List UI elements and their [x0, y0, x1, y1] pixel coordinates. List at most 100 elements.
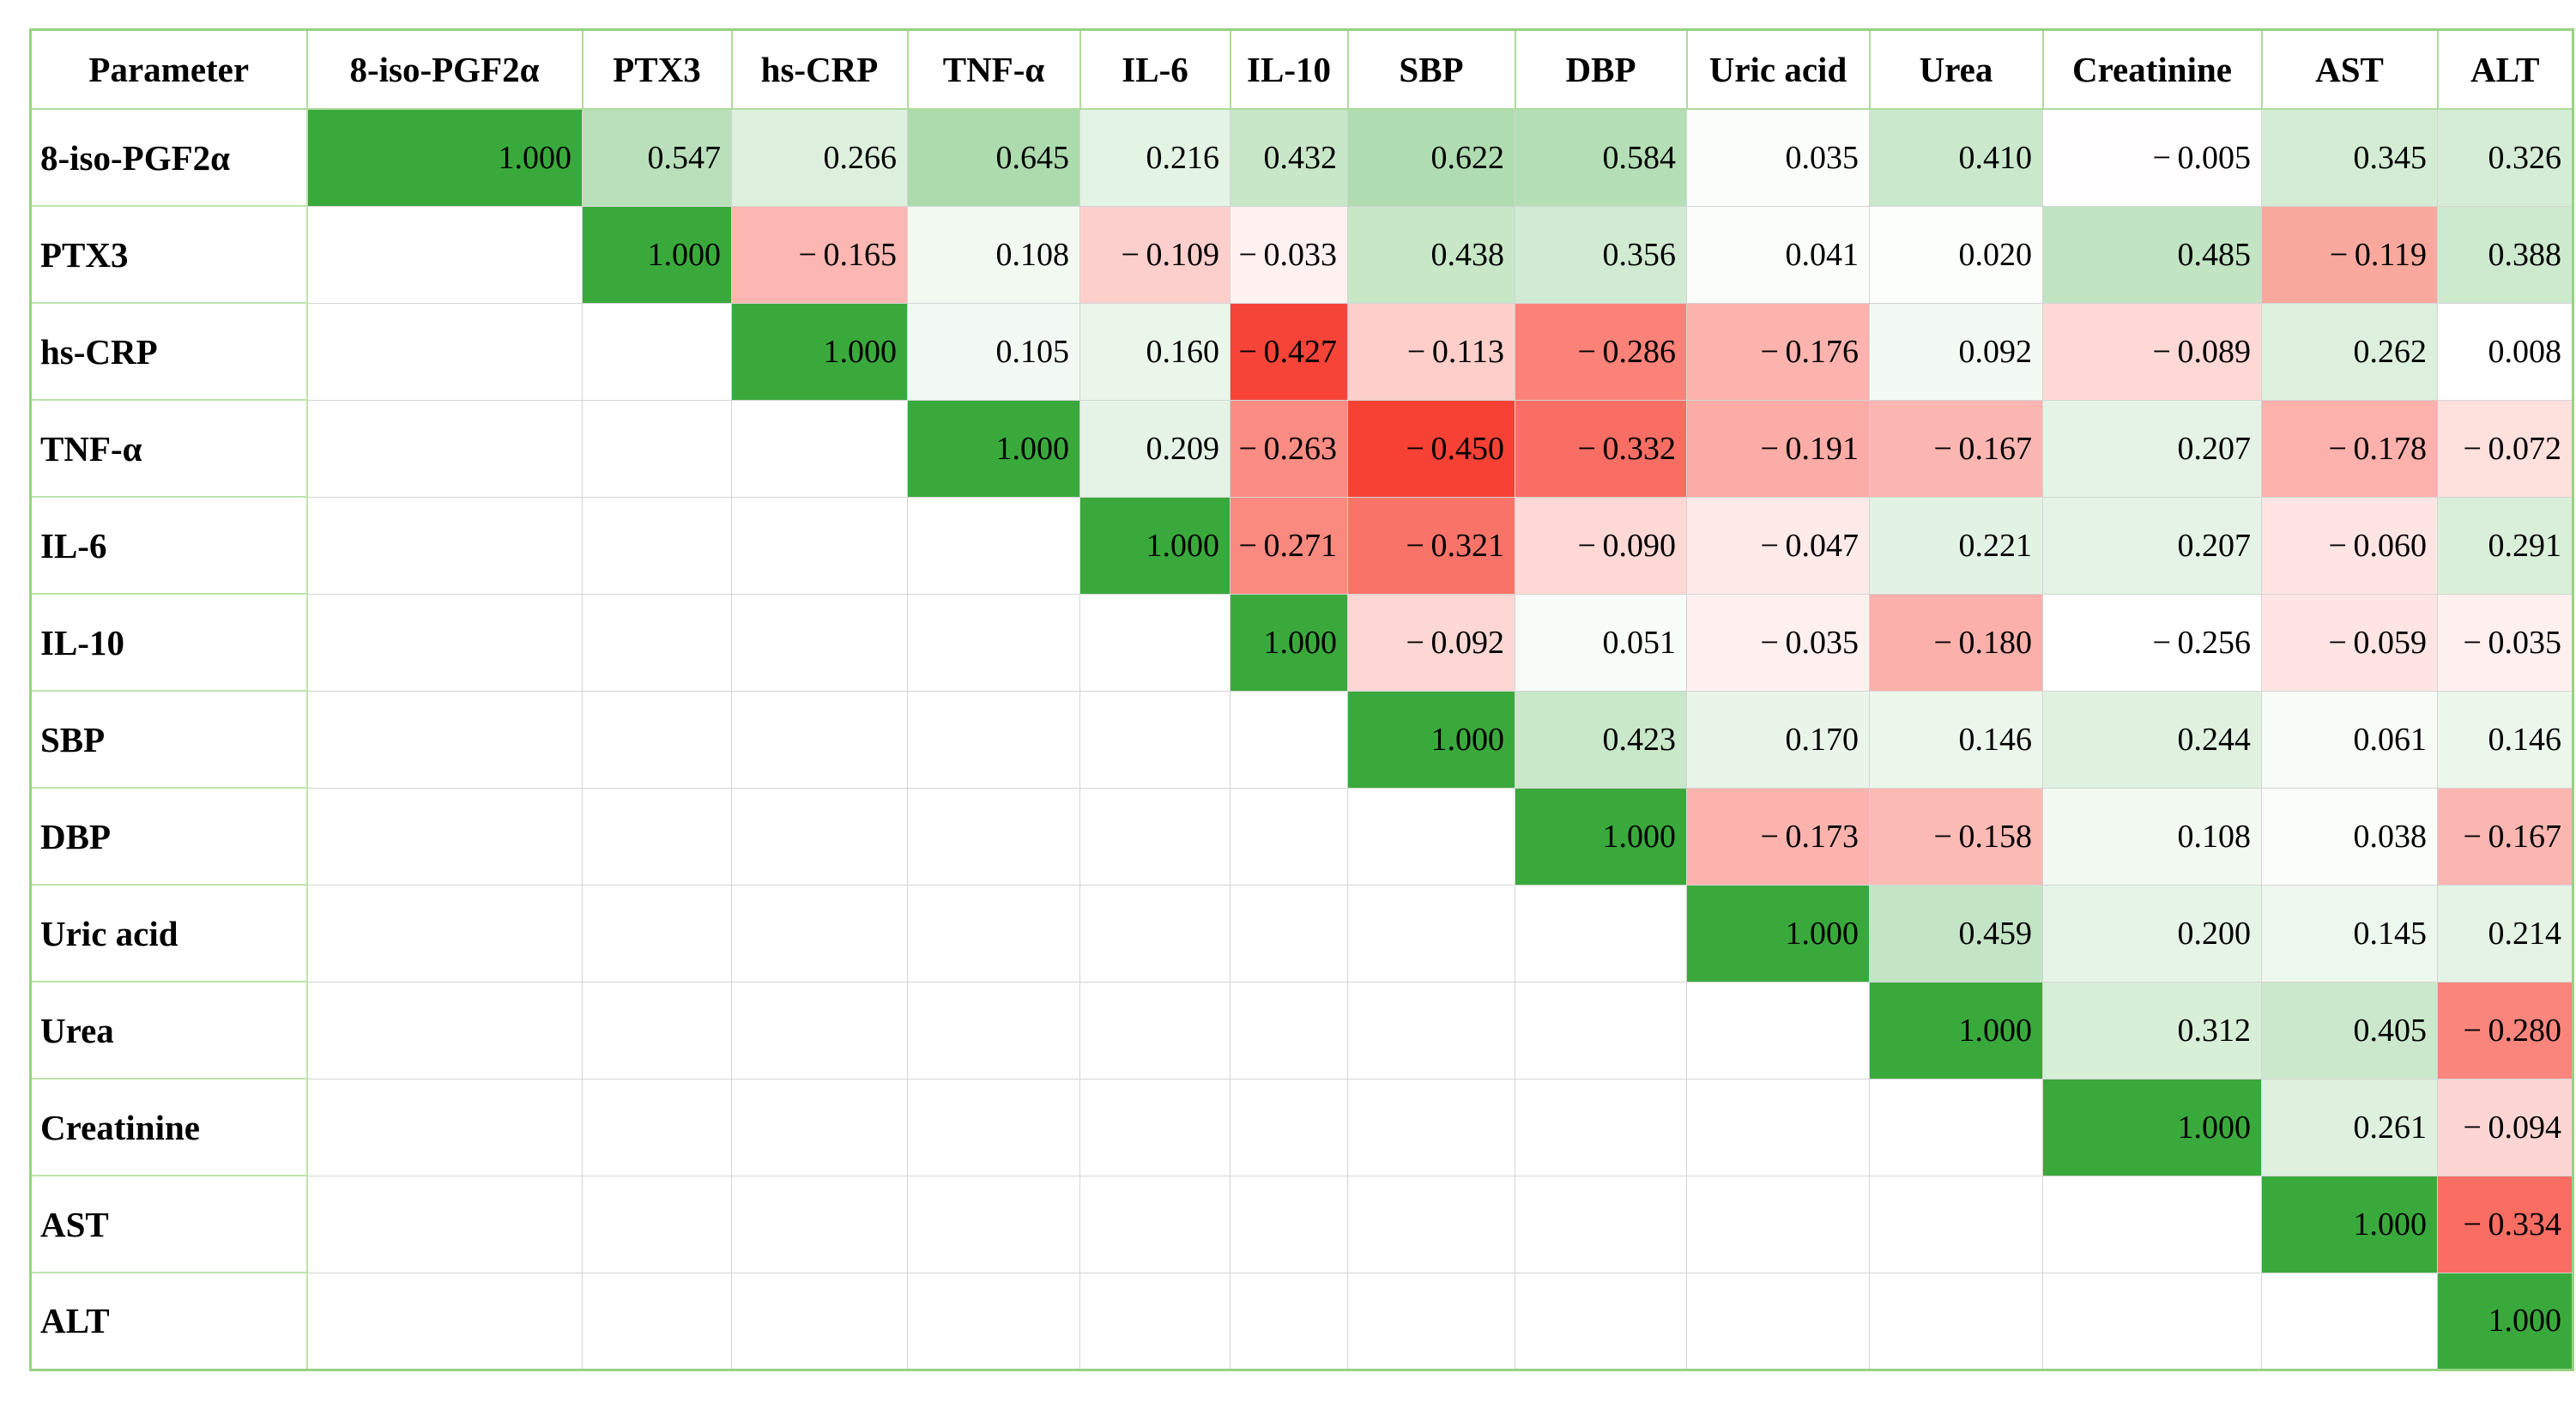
matrix-cell-3-5: − 0.263	[1230, 399, 1348, 498]
matrix-cell-2-0	[306, 302, 583, 401]
matrix-cell-3-10: 0.207	[2042, 399, 2262, 498]
matrix-row-9: Urea 1.000 0.312 0.405− 0.280	[29, 981, 2573, 1079]
matrix-cell-4-9: 0.221	[1869, 496, 2043, 595]
matrix-cell-5-4	[1079, 593, 1231, 692]
row-label-4: IL-6	[29, 496, 308, 595]
matrix-cell-11-12: − 0.334	[2437, 1175, 2573, 1273]
matrix-cell-4-5: − 0.271	[1230, 496, 1348, 595]
matrix-cell-11-8	[1686, 1175, 1870, 1273]
matrix-row-12: ALT 1.000	[29, 1272, 2573, 1370]
matrix-cell-10-11: 0.261	[2261, 1078, 2438, 1176]
matrix-cell-2-12: 0.008	[2437, 302, 2573, 401]
matrix-cell-1-3: 0.108	[907, 205, 1080, 304]
matrix-cell-3-8: − 0.191	[1686, 399, 1870, 498]
matrix-cell-8-8: 1.000	[1686, 884, 1870, 983]
matrix-cell-8-4	[1079, 884, 1231, 983]
matrix-cell-3-6: − 0.450	[1347, 399, 1515, 498]
matrix-cell-0-11: 0.345	[2261, 108, 2438, 207]
matrix-cell-10-4	[1079, 1078, 1231, 1176]
matrix-cell-1-4: − 0.109	[1079, 205, 1231, 304]
matrix-cell-9-5	[1230, 981, 1348, 1079]
matrix-cell-6-6: 1.000	[1347, 690, 1515, 789]
matrix-cell-12-5	[1230, 1272, 1348, 1370]
matrix-cell-12-11	[2261, 1272, 2438, 1370]
matrix-cell-1-11: − 0.119	[2261, 205, 2438, 304]
matrix-cell-5-10: − 0.256	[2042, 593, 2262, 692]
matrix-cell-10-9	[1869, 1078, 2043, 1176]
column-header-7: DBP	[1514, 28, 1688, 110]
matrix-row-0: 8-iso-PGF2α 1.000 0.547 0.266 0.645 0.216 0.43…	[29, 108, 2573, 207]
matrix-cell-12-4	[1079, 1272, 1231, 1370]
matrix-cell-5-9: − 0.180	[1869, 593, 2043, 692]
matrix-cell-10-12: − 0.094	[2437, 1078, 2573, 1176]
matrix-cell-7-9: − 0.158	[1869, 787, 2043, 886]
matrix-cell-3-9: − 0.167	[1869, 399, 2043, 498]
matrix-cell-4-0	[306, 496, 583, 595]
row-label-10: Creatinine	[29, 1078, 308, 1176]
row-label-6: SBP	[29, 690, 308, 789]
matrix-cell-0-5: 0.432	[1230, 108, 1348, 207]
matrix-cell-8-10: 0.200	[2042, 884, 2262, 983]
matrix-row-4: IL-6 1.000− 0.271− 0.321− 0.090− 0.047 0.2…	[29, 496, 2573, 595]
matrix-cell-8-7	[1515, 884, 1687, 983]
matrix-row-1: PTX3 1.000− 0.165 0.108− 0.109− 0.033 0.438…	[29, 205, 2573, 304]
matrix-cell-10-5	[1230, 1078, 1348, 1176]
matrix-cell-12-8	[1686, 1272, 1870, 1370]
row-label-0: 8-iso-PGF2α	[29, 108, 308, 207]
row-label-8: Uric acid	[29, 884, 308, 983]
matrix-cell-9-4	[1079, 981, 1231, 1079]
matrix-cell-2-2: 1.000	[731, 302, 908, 401]
matrix-cell-7-7: 1.000	[1515, 787, 1687, 886]
matrix-cell-4-3	[907, 496, 1080, 595]
matrix-cell-7-5	[1230, 787, 1348, 886]
matrix-cell-2-4: 0.160	[1079, 302, 1231, 401]
matrix-cell-8-5	[1230, 884, 1348, 983]
row-label-5: IL-10	[29, 593, 308, 692]
matrix-cell-9-11: 0.405	[2261, 981, 2438, 1079]
matrix-row-10: Creatinine 1.000 0.261− 0.094	[29, 1078, 2573, 1176]
matrix-cell-1-12: 0.388	[2437, 205, 2573, 304]
matrix-cell-10-7	[1515, 1078, 1687, 1176]
matrix-cell-11-5	[1230, 1175, 1348, 1273]
matrix-cell-10-6	[1347, 1078, 1515, 1176]
matrix-cell-5-3	[907, 593, 1080, 692]
matrix-cell-1-7: 0.356	[1515, 205, 1687, 304]
matrix-cell-11-7	[1515, 1175, 1687, 1273]
matrix-cell-7-1	[582, 787, 732, 886]
matrix-cell-11-2	[731, 1175, 908, 1273]
matrix-cell-0-4: 0.216	[1079, 108, 1231, 207]
matrix-cell-9-9: 1.000	[1869, 981, 2043, 1079]
column-header-9: Urea	[1868, 28, 2044, 110]
matrix-cell-2-3: 0.105	[907, 302, 1080, 401]
matrix-cell-11-1	[582, 1175, 732, 1273]
matrix-cell-2-5: − 0.427	[1230, 302, 1348, 401]
matrix-cell-7-2	[731, 787, 908, 886]
matrix-cell-9-10: 0.312	[2042, 981, 2262, 1079]
matrix-cell-4-10: 0.207	[2042, 496, 2262, 595]
matrix-cell-5-11: − 0.059	[2261, 593, 2438, 692]
matrix-cell-11-11: 1.000	[2261, 1175, 2438, 1273]
matrix-cell-12-2	[731, 1272, 908, 1370]
matrix-cell-6-5	[1230, 690, 1348, 789]
matrix-cell-6-0	[306, 690, 583, 789]
row-label-11: AST	[29, 1175, 308, 1273]
column-header-12: ALT	[2436, 28, 2574, 110]
matrix-cell-1-5: − 0.033	[1230, 205, 1348, 304]
matrix-cell-12-10	[2042, 1272, 2262, 1370]
matrix-cell-7-6	[1347, 787, 1515, 886]
column-header-8: Uric acid	[1685, 28, 1871, 110]
matrix-row-6: SBP 1.000 0.423 0.170 0.146 0.244 0.061 0.146	[29, 690, 2573, 789]
matrix-row-11: AST 1.000− 0.334	[29, 1175, 2573, 1273]
matrix-cell-9-7	[1515, 981, 1687, 1079]
matrix-cell-3-12: − 0.072	[2437, 399, 2573, 498]
matrix-cell-6-4	[1079, 690, 1231, 789]
matrix-cell-3-0	[306, 399, 583, 498]
matrix-cell-9-8	[1686, 981, 1870, 1079]
matrix-cell-0-0: 1.000	[306, 108, 583, 207]
matrix-cell-5-8: − 0.035	[1686, 593, 1870, 692]
matrix-cell-12-7	[1515, 1272, 1687, 1370]
matrix-cell-6-9: 0.146	[1869, 690, 2043, 789]
row-label-9: Urea	[29, 981, 308, 1079]
matrix-cell-1-6: 0.438	[1347, 205, 1515, 304]
matrix-cell-9-12: − 0.280	[2437, 981, 2573, 1079]
